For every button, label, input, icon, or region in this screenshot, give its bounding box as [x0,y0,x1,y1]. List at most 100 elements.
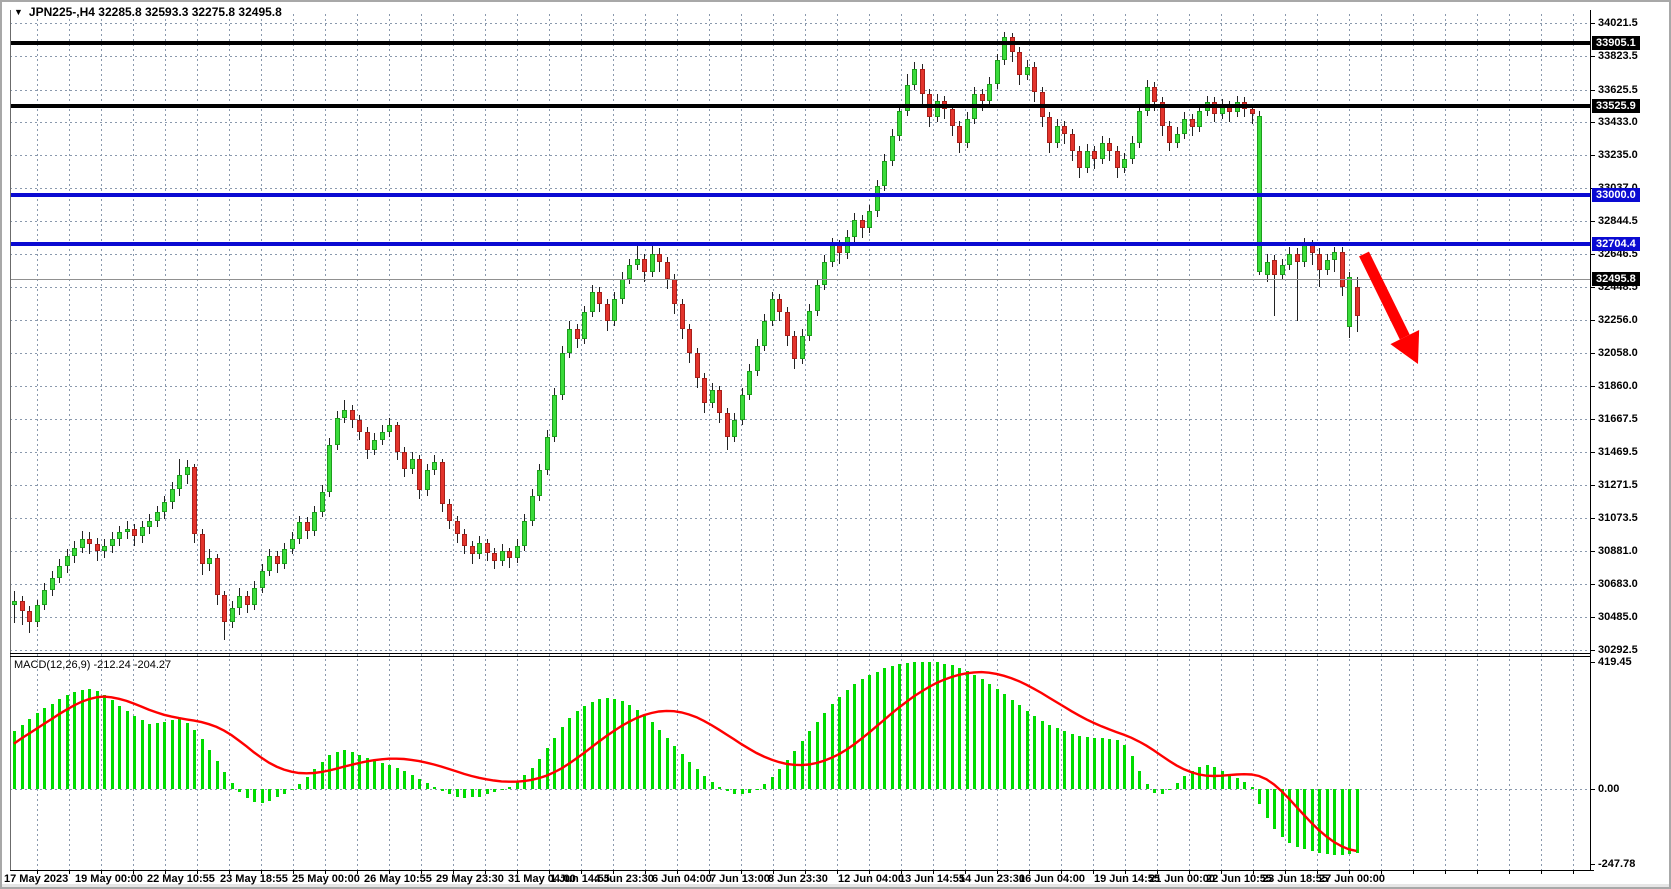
candle [799,335,805,360]
macd-histogram-bar [1138,770,1141,789]
time-axis-tick [965,870,966,874]
vertical-gridline [389,14,390,870]
candle [612,298,617,321]
macd-histogram-bar [868,675,871,789]
price-axis-tick [1590,386,1595,388]
candle [717,389,722,414]
vertical-gridline [517,14,518,870]
macd-histogram-bar [403,771,406,789]
macd-axis-tick [1590,789,1595,790]
candle [237,596,242,609]
candle [169,488,175,503]
macd-histogram-bar [575,710,579,789]
macd-histogram-bar [583,705,586,789]
macd-histogram-bar [163,722,166,789]
time-axis-tick [1445,870,1446,874]
candle [739,394,745,420]
macd-histogram-bar [1190,770,1194,789]
candle [1272,260,1277,276]
horizontal-gridline [10,254,1590,256]
candle [957,125,962,143]
vertical-gridline [709,14,710,870]
time-axis-tick [1541,870,1542,874]
candle [492,552,497,562]
time-axis-tick [1509,870,1510,874]
macd-histogram-bar [1055,728,1059,789]
candle [1092,150,1097,160]
macd-histogram-bar [590,701,594,789]
time-axis-tick [1125,870,1126,874]
horizontal-gridline [10,584,1590,586]
price-axis-label: 33433.0 [1598,115,1638,128]
macd-histogram-bar [748,789,751,793]
macd-histogram-bar [283,789,286,794]
macd-histogram-bar [620,701,624,789]
time-axis-tick [389,870,390,874]
macd-histogram-bar [425,782,429,789]
macd-histogram-bar [973,674,976,789]
vertical-gridline [805,14,806,870]
time-axis-label: 19 Jun 14:55 [1094,873,1161,885]
candle [1249,108,1255,114]
time-axis-tick [261,870,262,874]
macd-histogram-bar [95,691,99,789]
macd-histogram-bar [470,789,474,798]
candle [34,604,40,622]
macd-histogram-bar [1175,782,1179,789]
time-axis-tick [1157,870,1158,874]
candle [229,608,235,622]
time-axis-tick [613,870,614,874]
candle [499,550,505,562]
price-axis-label: 33235.0 [1598,149,1638,162]
macd-histogram-bar [208,749,211,789]
vertical-gridline [1189,14,1190,870]
price-axis-line [1590,10,1591,870]
candle [79,539,85,548]
vertical-gridline [645,14,646,870]
horizontal-gridline [10,155,1590,157]
time-axis-tick [1349,870,1350,874]
macd-histogram-bar [890,666,894,789]
time-axis-tick [1221,870,1222,874]
macd-histogram-bar [928,661,931,789]
time-axis-tick [165,870,166,874]
candle [589,292,595,313]
time-axis-label: 22 Jun 10:55 [1206,873,1273,885]
time-axis-tick [773,870,774,874]
trend-arrow-head[interactable] [1390,330,1420,364]
horizontal-gridline [10,56,1590,58]
horizontal-gridline [10,188,1590,190]
candle [42,589,47,605]
horizontal-gridline [10,121,1590,123]
candle [387,424,392,432]
candle [747,371,752,395]
vertical-gridline [453,14,454,870]
macd-histogram-bar [845,689,849,789]
vertical-gridline [869,14,870,870]
candle [402,451,407,469]
candle [1197,110,1202,128]
macd-histogram-bar [155,723,159,789]
time-axis-tick [453,870,454,874]
time-axis-tick [1381,870,1382,874]
macd-histogram-bar [883,668,886,789]
macd-histogram-bar [1205,764,1209,789]
macd-histogram-bar [1273,789,1276,829]
price-axis-tick [1590,418,1595,420]
candle [762,320,767,346]
symbol-dropdown-icon[interactable]: ▼ [14,7,23,17]
macd-histogram-bar [35,713,39,789]
time-axis-tick [37,870,38,874]
macd-histogram-bar [118,705,121,789]
candle [349,409,355,420]
macd-histogram-bar [1183,776,1186,789]
macd-histogram-bar [1310,789,1314,852]
horizontal-price-line [10,104,1590,109]
candle [1264,261,1270,276]
trend-arrow-shaft[interactable] [1359,251,1410,340]
macd-histogram-bar [778,769,781,789]
macd-axis-label: -247.78 [1598,858,1636,871]
candle [94,544,100,551]
candle [139,527,145,536]
macd-histogram-bar [763,783,766,789]
